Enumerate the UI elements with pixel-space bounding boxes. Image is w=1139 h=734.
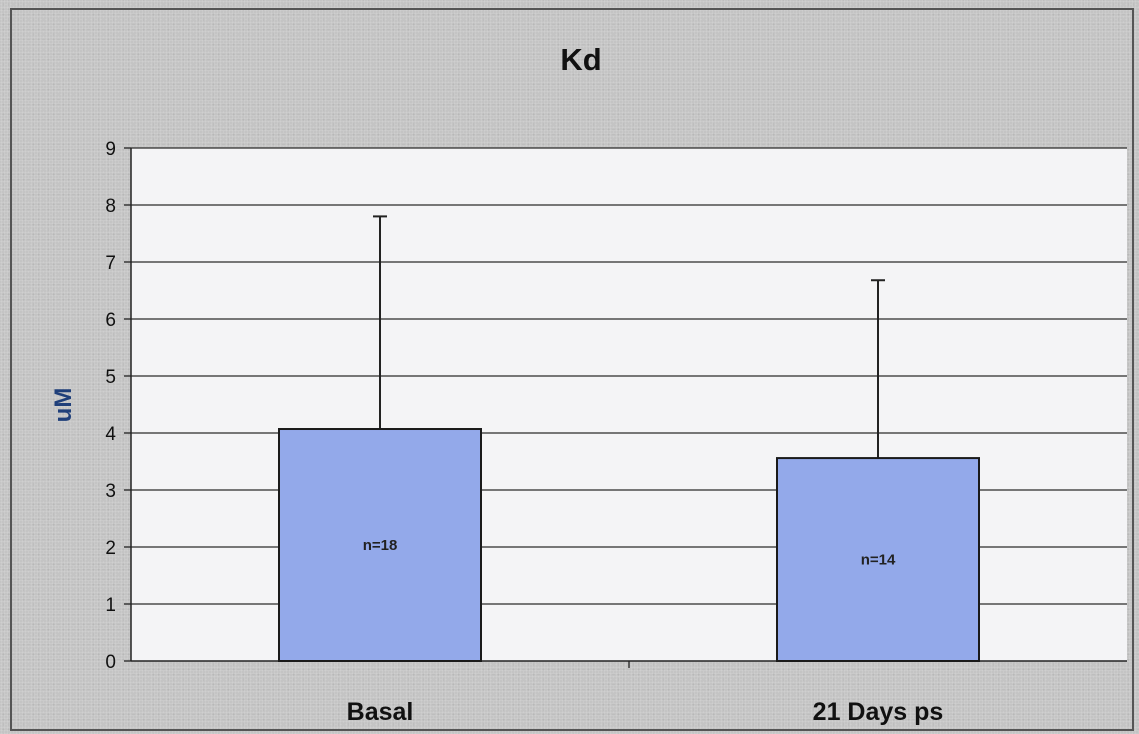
y-axis-label: uM <box>50 388 77 423</box>
y-tick-label: 8 <box>105 196 116 217</box>
chart-frame <box>10 8 1134 731</box>
y-tick-label: 4 <box>105 424 116 445</box>
y-tick-label: 6 <box>105 310 116 331</box>
chart-title: Kd <box>560 42 601 77</box>
y-tick-label: 3 <box>105 481 116 502</box>
x-category-label: Basal <box>347 698 414 726</box>
y-tick-label: 2 <box>105 538 116 559</box>
bar <box>776 457 980 662</box>
plot-area: 0 1 2 3 4 5 6 7 8 9 n=18 Basal n=14 21 Days ps <box>105 139 1127 726</box>
bar <box>278 428 482 663</box>
y-tick-label: 1 <box>105 595 116 616</box>
bar-data-label: n=18 <box>363 537 398 554</box>
y-tick-label: 9 <box>105 139 116 160</box>
y-tick-label: 5 <box>105 367 116 388</box>
x-category-label: 21 Days ps <box>813 698 944 726</box>
y-tick-label: 7 <box>105 253 116 274</box>
bar-data-label: n=14 <box>861 552 896 569</box>
y-tick-label: 0 <box>105 652 116 673</box>
